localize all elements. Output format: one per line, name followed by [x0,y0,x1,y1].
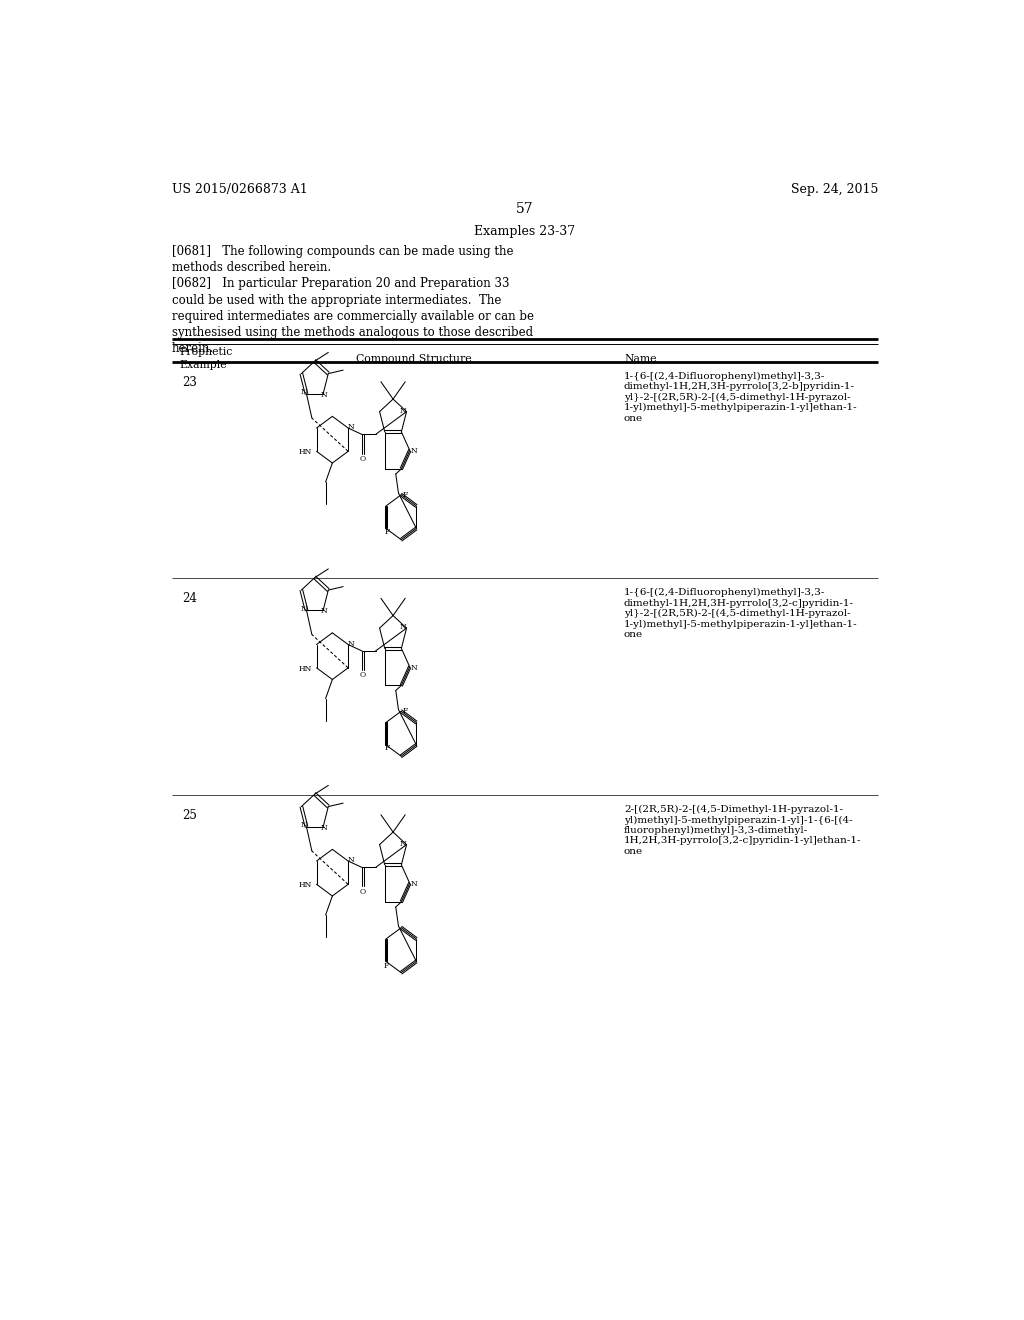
Text: N: N [411,880,417,888]
Text: Example: Example [179,359,227,370]
Text: N: N [411,664,417,672]
Text: [0681]   The following compounds can be made using the: [0681] The following compounds can be ma… [172,244,513,257]
Text: N: N [321,824,328,832]
Text: F: F [402,708,408,715]
Text: [0682]   In particular Preparation 20 and Preparation 33: [0682] In particular Preparation 20 and … [172,277,509,290]
Text: F: F [402,491,408,499]
Text: required intermediates are commercially available or can be: required intermediates are commercially … [172,310,534,323]
Text: could be used with the appropriate intermediates.  The: could be used with the appropriate inter… [172,293,501,306]
Text: N: N [321,607,328,615]
Text: Sep. 24, 2015: Sep. 24, 2015 [791,182,878,195]
Text: HN: HN [299,882,312,890]
Text: 57: 57 [516,202,534,216]
Text: Prophetic: Prophetic [179,347,232,358]
Text: 25: 25 [182,809,197,822]
Text: N: N [411,447,417,455]
Text: HN: HN [299,665,312,673]
Text: O: O [359,454,366,463]
Text: Examples 23-37: Examples 23-37 [474,226,575,239]
Text: N: N [399,840,407,847]
Text: 1-{6-[(2,4-Difluorophenyl)methyl]-3,3-
dimethyl-1H,2H,3H-pyrrolo[3,2-c]pyridin-1: 1-{6-[(2,4-Difluorophenyl)methyl]-3,3- d… [624,589,858,639]
Text: methods described herein.: methods described herein. [172,261,331,275]
Text: N: N [301,605,307,612]
Text: Compound Structure: Compound Structure [356,354,471,363]
Text: synthesised using the methods analogous to those described: synthesised using the methods analogous … [172,326,532,339]
Text: N: N [301,821,307,829]
Text: N: N [399,623,407,631]
Text: N: N [347,640,354,648]
Text: N: N [347,424,354,432]
Text: N: N [321,391,328,399]
Text: N: N [301,388,307,396]
Text: N: N [347,857,354,865]
Text: O: O [359,887,366,896]
Text: F: F [384,962,389,970]
Text: 1-{6-[(2,4-Difluorophenyl)methyl]-3,3-
dimethyl-1H,2H,3H-pyrrolo[3,2-b]pyridin-1: 1-{6-[(2,4-Difluorophenyl)methyl]-3,3- d… [624,372,858,422]
Text: 24: 24 [182,593,197,606]
Text: Name: Name [624,354,656,363]
Text: F: F [385,528,390,536]
Text: O: O [359,671,366,680]
Text: US 2015/0266873 A1: US 2015/0266873 A1 [172,182,307,195]
Text: 2-[(2R,5R)-2-[(4,5-Dimethyl-1H-pyrazol-1-
yl)methyl]-5-methylpiperazin-1-yl]-1-{: 2-[(2R,5R)-2-[(4,5-Dimethyl-1H-pyrazol-1… [624,805,861,855]
Text: herein.: herein. [172,342,214,355]
Text: N: N [399,407,407,414]
Text: HN: HN [299,449,312,457]
Text: F: F [385,744,390,752]
Text: 23: 23 [182,376,197,389]
